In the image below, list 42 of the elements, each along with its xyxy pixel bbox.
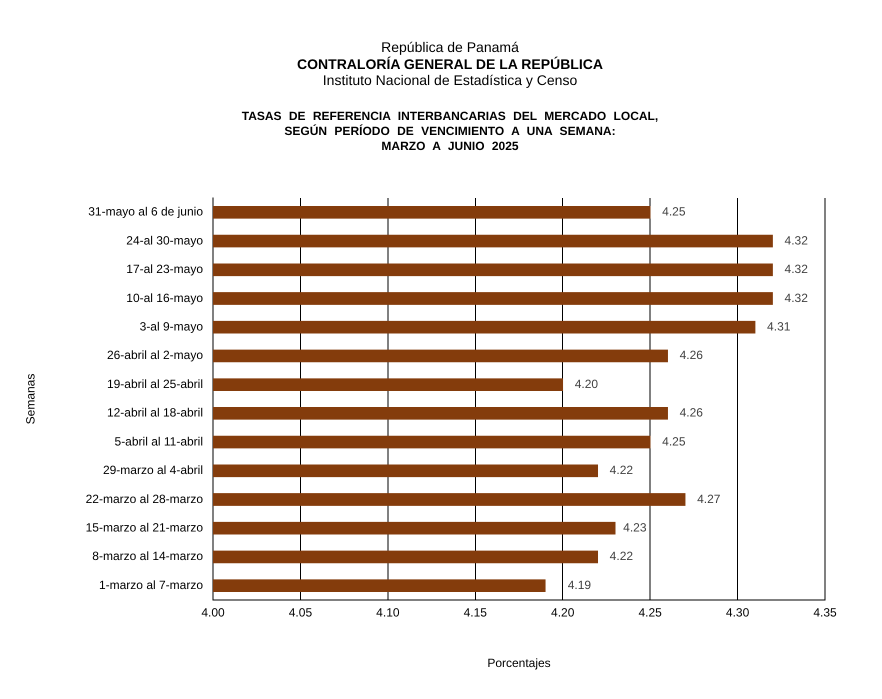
data-label: 4.31 (767, 320, 791, 334)
y-tick-label: 24-al 30-mayo (126, 233, 204, 248)
y-tick-label: 31-mayo al 6 de junio (88, 204, 204, 219)
data-label: 4.32 (784, 290, 808, 305)
x-tick-label: 4.15 (464, 606, 488, 620)
y-tick-label: 10-al 16-mayo (126, 290, 204, 305)
y-tick-label: 12-abril al 18-abril (106, 406, 203, 420)
x-tick-label: 4.35 (813, 606, 837, 620)
x-tick-label: 4.05 (288, 606, 312, 620)
text: CONTRALORÍA GENERAL DE LA REPÚBLICA (296, 56, 604, 72)
data-label: 4.22 (610, 463, 634, 478)
y-tick-label: 29-marzo al 4-abril (102, 463, 203, 478)
y-tick-label: 15-marzo al 21-marzo (86, 520, 204, 535)
x-axis-title: Porcentajes (487, 656, 551, 670)
x-tick-label: 4.00 (201, 606, 225, 620)
text: Instituto Nacional de Estadística y Censo (322, 72, 578, 88)
x-tick-label: 4.20 (551, 606, 575, 620)
y-tick-label: 22-marzo al 28-marzo (86, 492, 204, 506)
data-label: 4.27 (697, 492, 721, 506)
text: República de Panamá (380, 39, 520, 56)
y-tick-label: 5-abril al 11-abril (114, 434, 203, 448)
data-label: 4.26 (680, 406, 704, 420)
data-label: 4.32 (784, 233, 808, 248)
y-tick-label: 19-abril al 25-abril (106, 376, 203, 391)
chart-title: TASAS DE REFERENCIA INTERBANCARIAS DEL MERCADO LOCAL, SEGÚN PERÍODO DE VENCIMIENTO A UNA SEMANA: MARZO A JUNIO 2025 (240, 109, 660, 154)
y-tick-label: 17-al 23-mayo (126, 262, 204, 276)
data-label: 4.26 (680, 348, 704, 362)
y-tick-label: 1-marzo al 7-marzo (98, 578, 204, 592)
data-label: 4.32 (784, 262, 808, 276)
y-axis-title: Semanas (24, 374, 38, 424)
x-tick-label: 4.25 (638, 606, 662, 620)
data-label: 4.22 (610, 549, 634, 564)
x-tick-label: 4.30 (726, 606, 750, 620)
data-label: 4.23 (623, 520, 647, 535)
x-tick-label: 4.10 (376, 606, 400, 620)
data-label: 4.19 (568, 578, 592, 592)
data-label: 4.25 (662, 434, 686, 448)
y-tick-label: 3-al 9-mayo (140, 320, 204, 334)
data-label: 4.25 (662, 204, 686, 219)
y-tick-label: 26-abril al 2-mayo (106, 348, 204, 362)
y-tick-label: 8-marzo al 14-marzo (92, 549, 204, 564)
data-label: 4.20 (574, 376, 598, 391)
